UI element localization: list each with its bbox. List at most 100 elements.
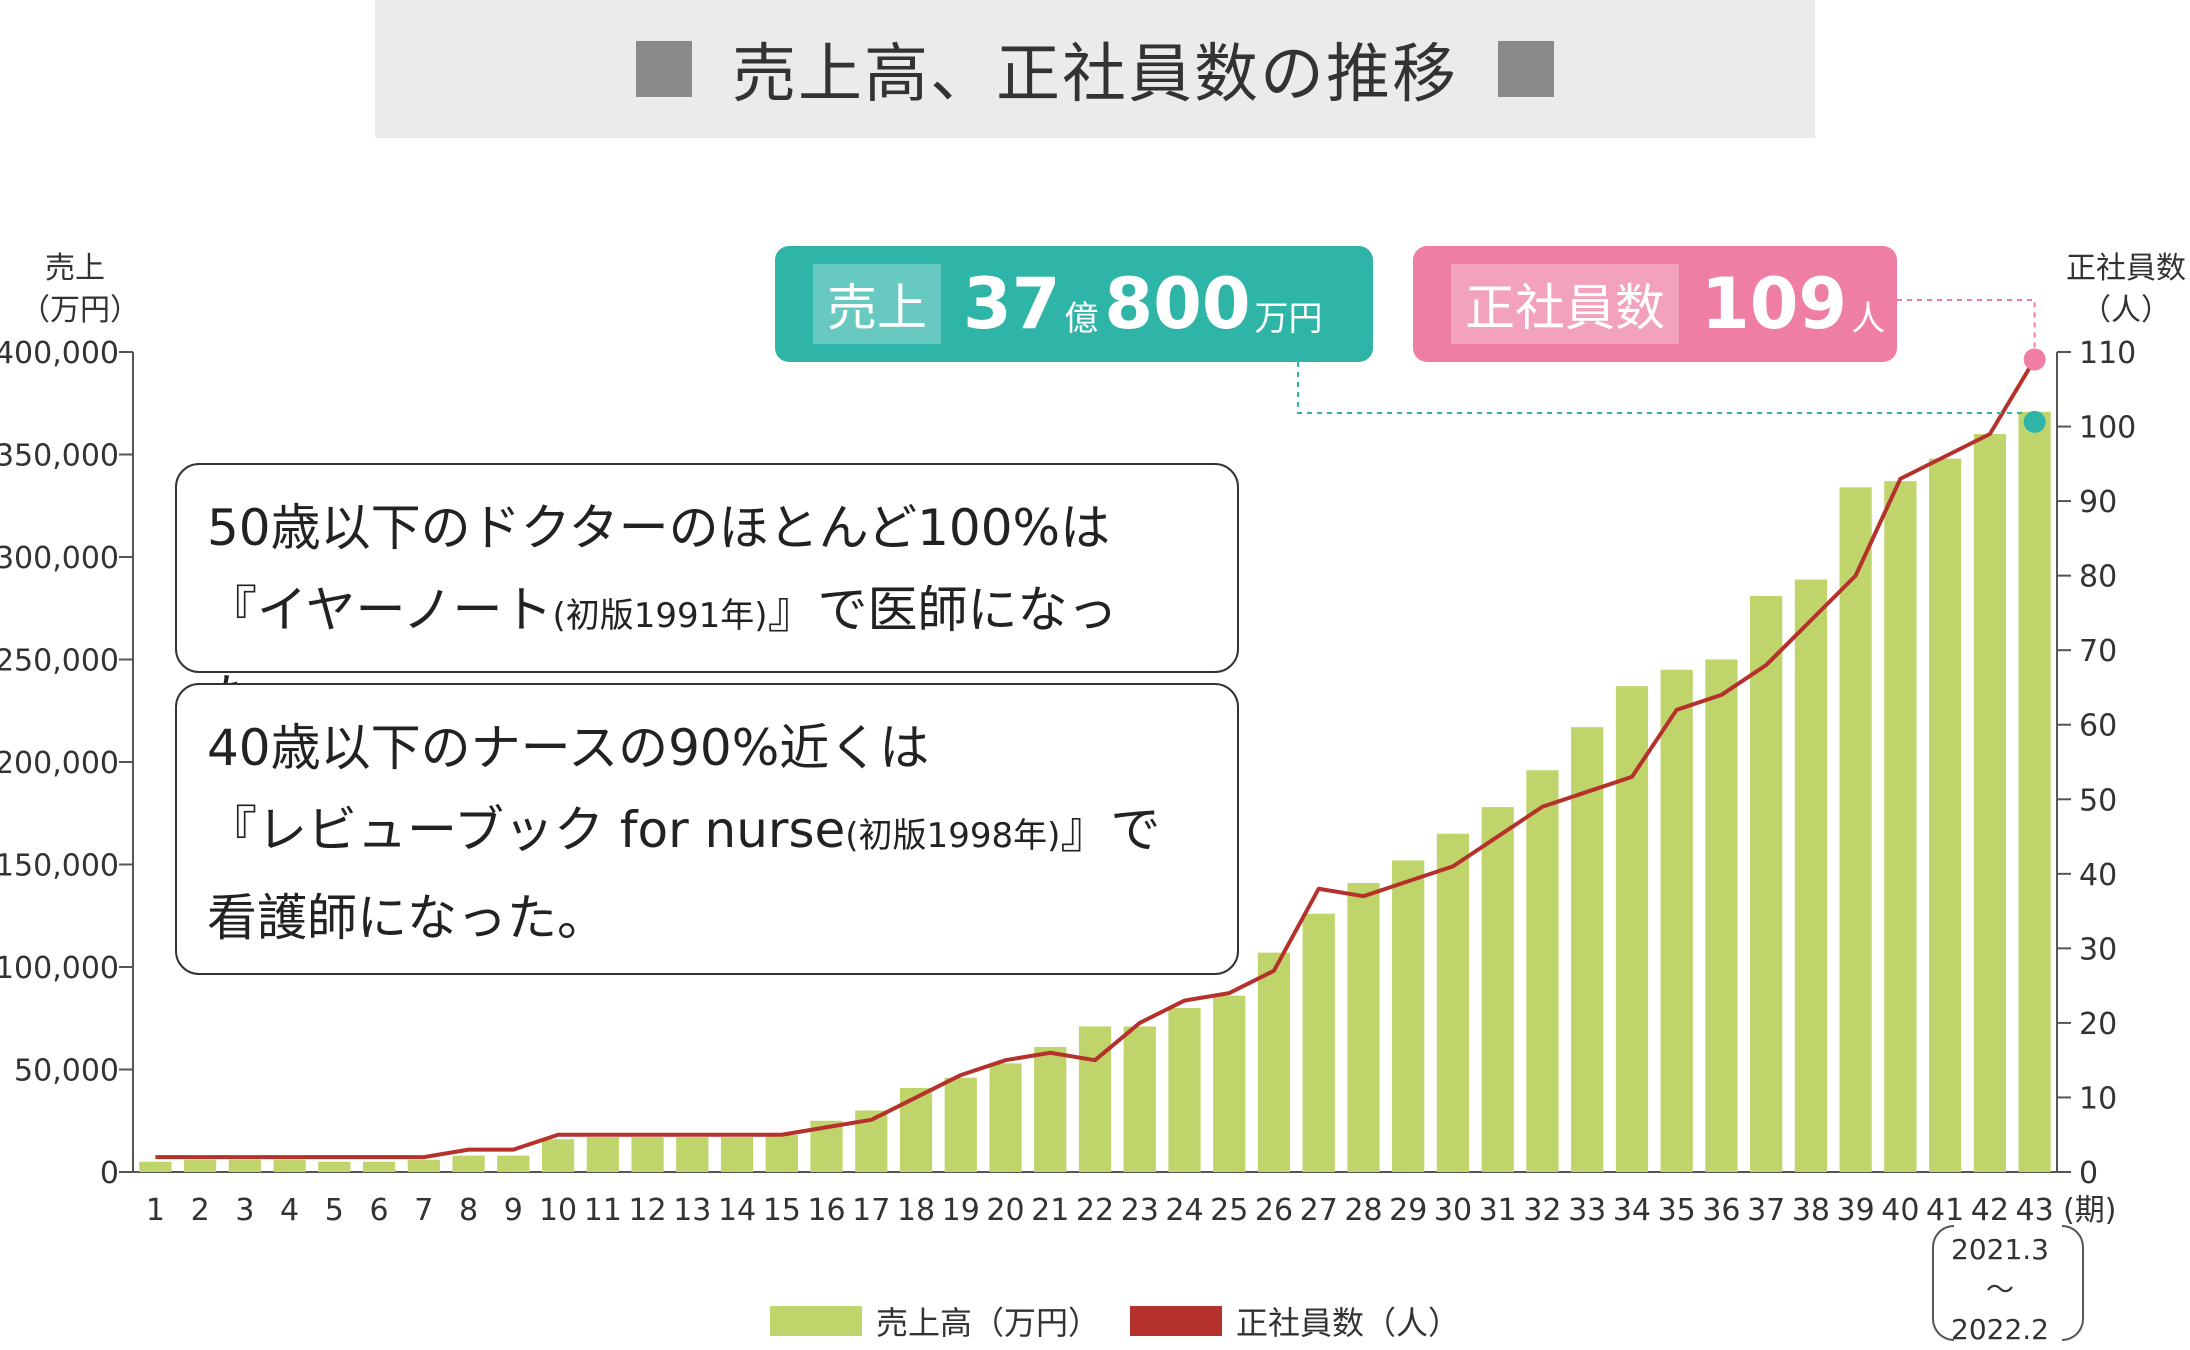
sales-bar xyxy=(1884,481,1917,1172)
x-tick-label: 43 xyxy=(2016,1193,2054,1228)
right-tick-label: 20 xyxy=(2079,1007,2117,1042)
sales-bar xyxy=(765,1135,798,1172)
staff-badge-unit: 人 xyxy=(1851,298,1886,339)
x-tick-label: 36 xyxy=(1702,1193,1740,1228)
sales-bar xyxy=(1660,669,1693,1172)
x-tick-label: 14 xyxy=(718,1193,756,1228)
left-axis-title-line2: （万円） xyxy=(20,293,140,328)
nurse-note-book: 『レビューブック for nurse xyxy=(207,801,846,859)
x-tick-label: 40 xyxy=(1881,1193,1919,1228)
x-tick-label: 22 xyxy=(1076,1193,1114,1228)
sales-bar xyxy=(1571,727,1604,1172)
right-axis-title-line1: 正社員数 xyxy=(2066,251,2186,286)
sales-bar xyxy=(1123,1026,1156,1172)
sales-bar xyxy=(1257,952,1291,1172)
x-tick-label: 5 xyxy=(325,1193,344,1228)
staff-badge: 正社員数 109 人 xyxy=(1413,246,1897,362)
sales-bar xyxy=(1839,487,1872,1172)
x-tick-label: 27 xyxy=(1300,1193,1338,1228)
sales-bar xyxy=(586,1137,619,1172)
right-tick-label: 0 xyxy=(2079,1156,2098,1191)
x-tick-label: 39 xyxy=(1837,1193,1875,1228)
sales-bar xyxy=(1302,913,1335,1172)
sales-bar xyxy=(362,1161,396,1172)
doctor-note-box: 50歳以下のドクターのほとんど100%は 『イヤーノート(初版1991年)』で医… xyxy=(175,463,1239,727)
x-tick-label: 35 xyxy=(1658,1193,1696,1228)
x-tick-label: 8 xyxy=(459,1193,478,1228)
x-tick-label: 29 xyxy=(1389,1193,1427,1228)
x-tick-label: 3 xyxy=(235,1193,254,1228)
x-tick-label: 21 xyxy=(1031,1193,1069,1228)
left-axis-title-line1: 売上 xyxy=(45,251,105,286)
x-tick-label: 12 xyxy=(628,1193,666,1228)
right-axis-title-line2: （人） xyxy=(2081,293,2171,328)
sales-bar xyxy=(1392,860,1425,1172)
right-tick-label: 70 xyxy=(2079,634,2117,669)
doctor-note-line2: 『イヤーノート(初版1991年)』で医師になった。 xyxy=(207,569,1207,739)
sales-bar xyxy=(676,1137,709,1172)
x-tick-label: 4 xyxy=(280,1193,299,1228)
sales-bar xyxy=(1794,579,1828,1172)
right-tick-label: 90 xyxy=(2079,485,2117,520)
sales-bar xyxy=(1347,882,1380,1172)
period-sep: 〜 xyxy=(1985,1273,2014,1306)
period-end: 2022.2 xyxy=(1951,1313,2049,1346)
x-tick-label: 7 xyxy=(414,1193,433,1228)
x-tick-label: 30 xyxy=(1434,1193,1472,1228)
right-tick-label: 30 xyxy=(2079,932,2117,967)
sales-bar xyxy=(541,1139,575,1172)
sales-bar xyxy=(1034,1046,1067,1172)
sales-bar xyxy=(139,1161,172,1172)
staff-connector xyxy=(1897,299,2036,348)
x-tick-label: 33 xyxy=(1568,1193,1606,1228)
sales-badge-number1: 37 xyxy=(963,263,1061,345)
right-axis-title: 正社員数 （人） xyxy=(2062,248,2190,332)
right-tick-label: 10 xyxy=(2079,1081,2117,1116)
x-tick-label: 10 xyxy=(539,1193,577,1228)
left-tick-label: 200,000 xyxy=(0,746,119,781)
chart-title: 売上高、正社員数の推移 xyxy=(732,38,1458,112)
legend-line: 正社員数（人） xyxy=(1130,1298,1460,1344)
staff-badge-label: 正社員数 xyxy=(1451,264,1679,344)
sales-bar xyxy=(228,1159,261,1172)
x-tick-label: 6 xyxy=(370,1193,389,1228)
legend-line-label: 正社員数（人） xyxy=(1236,1304,1461,1342)
sales-bar xyxy=(452,1155,485,1172)
nurse-note-line3: 看護師になった。 xyxy=(207,889,607,947)
sales-badge-number2: 800 xyxy=(1104,263,1251,345)
sales-connector xyxy=(1297,362,2023,414)
x-tick-label: 34 xyxy=(1613,1193,1651,1228)
legend-bar-swatch xyxy=(770,1306,862,1336)
legend-bar-label: 売上高（万円） xyxy=(876,1304,1101,1342)
doctor-note-book: 『イヤーノート xyxy=(207,581,553,639)
sales-bar xyxy=(273,1159,306,1172)
right-tick-label: 80 xyxy=(2079,560,2117,595)
x-tick-label: 18 xyxy=(897,1193,935,1228)
sales-bar xyxy=(1526,770,1559,1172)
nurse-note-box: 40歳以下のナースの90%近くは 『レビューブック for nurse(初版19… xyxy=(175,683,1239,975)
right-tick-label: 40 xyxy=(2079,858,2117,893)
sales-bar xyxy=(2018,411,2051,1172)
right-tick-label: 110 xyxy=(2079,336,2136,371)
nurse-note-edition: (初版1998年) xyxy=(845,816,1061,856)
x-tick-label: 20 xyxy=(986,1193,1024,1228)
sales-bar xyxy=(1213,995,1246,1172)
sales-bar xyxy=(497,1155,530,1172)
x-tick-label: 38 xyxy=(1792,1193,1830,1228)
sales-badge-unit2: 万円 xyxy=(1254,298,1323,339)
x-tick-label: 42 xyxy=(1971,1193,2009,1228)
x-tick-label: 19 xyxy=(942,1193,980,1228)
x-tick-label: 37 xyxy=(1747,1193,1785,1228)
sales-bar xyxy=(944,1077,977,1172)
sales-bar xyxy=(1973,434,2006,1172)
period-range: 2021.3 〜 2022.2 xyxy=(1930,1230,2070,1350)
x-tick-label: 11 xyxy=(584,1193,622,1228)
left-tick-label: 250,000 xyxy=(0,644,119,679)
sales-bar xyxy=(407,1159,440,1172)
period-unit-label: (期) xyxy=(2063,1193,2116,1228)
title-square-right xyxy=(1498,41,1554,97)
sales-end-marker xyxy=(2023,410,2046,433)
x-tick-label: 32 xyxy=(1523,1193,1561,1228)
doctor-note-edition: (初版1991年) xyxy=(552,596,768,636)
